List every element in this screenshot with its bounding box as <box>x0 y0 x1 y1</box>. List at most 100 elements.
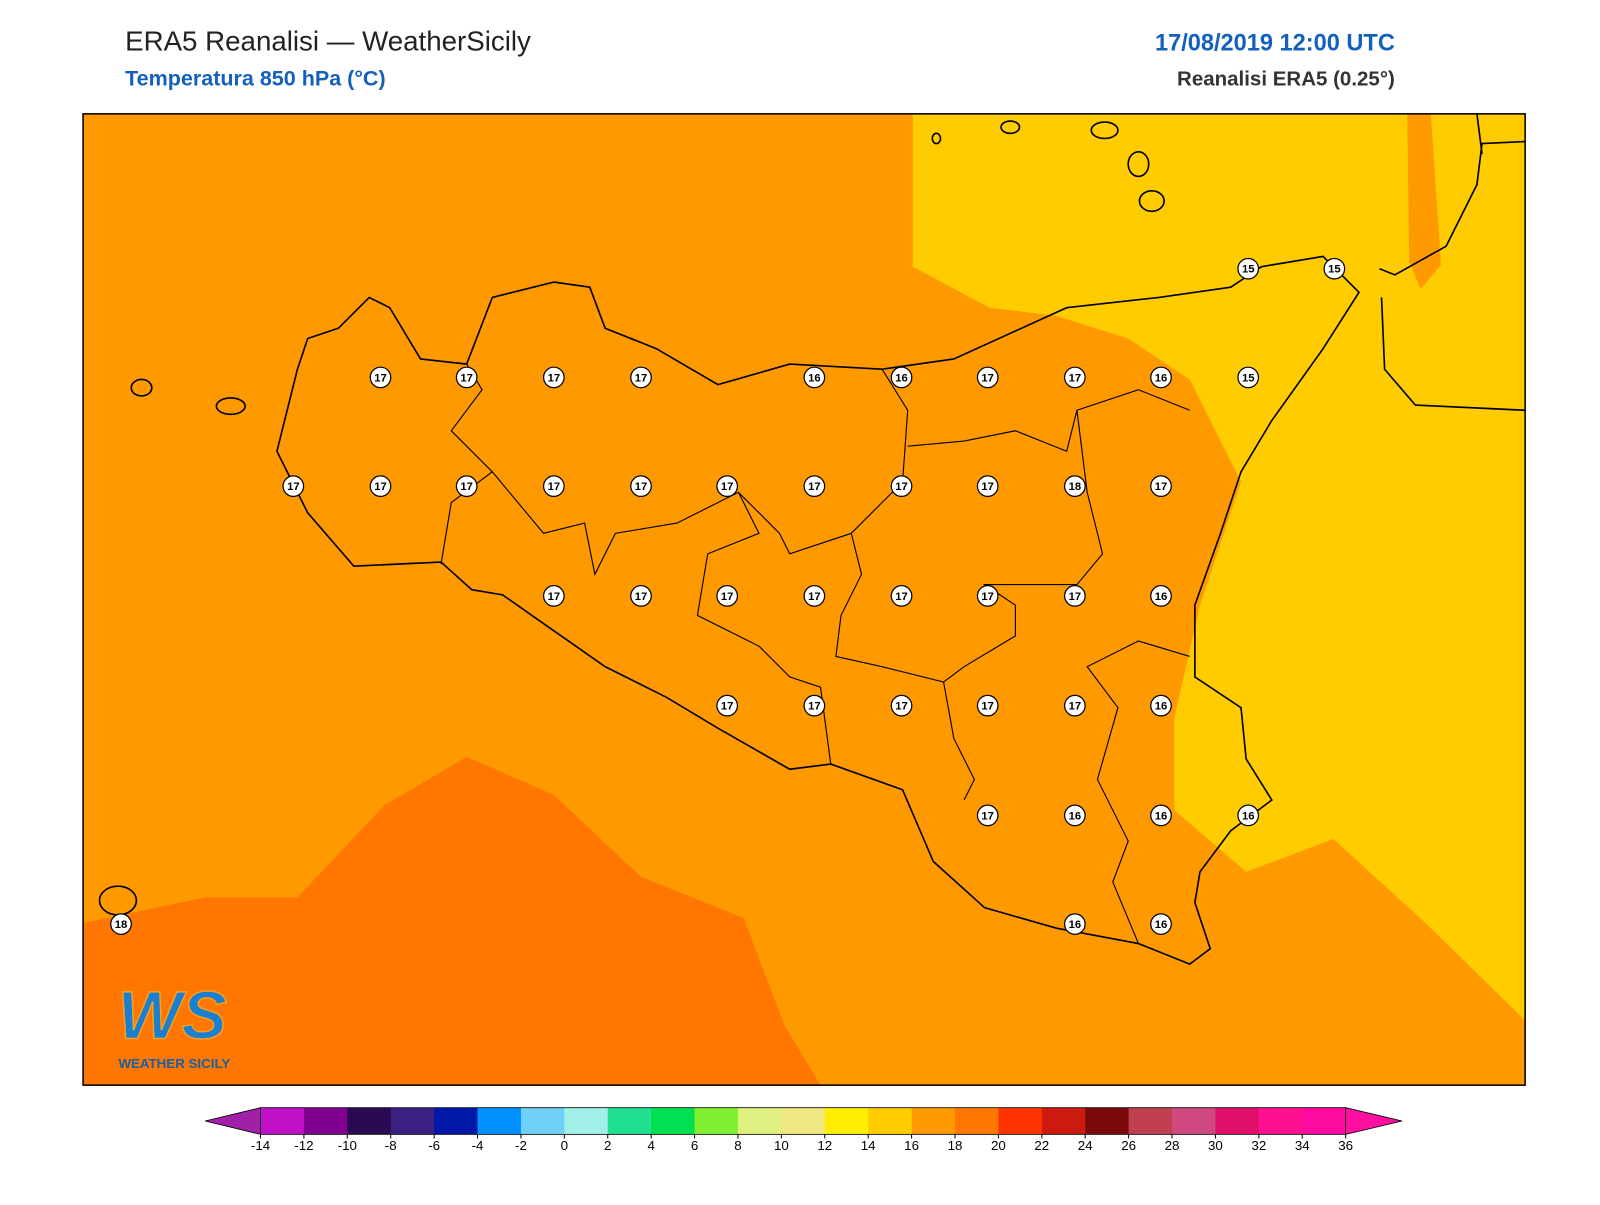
sicily-coast <box>276 255 1361 966</box>
colorbar-band <box>1258 1107 1303 1135</box>
station-marker <box>1063 585 1086 607</box>
station-marker <box>1237 366 1260 389</box>
station-value: 16 <box>1155 701 1168 713</box>
station-marker <box>630 475 652 498</box>
station-value: 17 <box>460 372 473 384</box>
station-value: 17 <box>287 481 300 493</box>
colorbar-tick-label: -8 <box>385 1138 397 1153</box>
station-marker <box>716 475 739 498</box>
station-marker <box>890 585 913 607</box>
station-value: 17 <box>981 810 994 822</box>
station-value: 17 <box>981 701 994 713</box>
colorbar-band <box>434 1107 479 1135</box>
station-marker <box>1150 804 1172 827</box>
colorbar-band <box>260 1107 305 1135</box>
colorbar-tick-label: 6 <box>691 1138 698 1153</box>
station-marker <box>630 366 652 389</box>
band-14-16 <box>912 113 1526 1021</box>
colorbar-band <box>868 1107 913 1135</box>
station-marker <box>455 475 478 498</box>
province-borders <box>440 363 1190 944</box>
colorbar-band <box>694 1107 739 1135</box>
station-value: 17 <box>635 372 648 384</box>
island <box>130 378 153 397</box>
colorbar-band <box>954 1107 999 1135</box>
station-marker <box>716 694 739 717</box>
title: ERA5 Reanalisi — WeatherSicily <box>125 25 531 56</box>
station-value: 17 <box>721 701 734 713</box>
coastlines <box>98 113 1526 966</box>
colorbar-tick-label: 22 <box>1034 1138 1049 1153</box>
station-marker <box>1063 804 1086 827</box>
station-value: 17 <box>1155 481 1168 493</box>
station-value: 18 <box>115 919 128 931</box>
station-value: 16 <box>1155 919 1168 931</box>
station-marker <box>630 585 652 607</box>
station-value: 17 <box>895 591 908 603</box>
station-marker <box>1323 257 1346 280</box>
colorbar-band <box>1172 1107 1216 1135</box>
colorbar-tick-label: -2 <box>515 1138 527 1153</box>
station-marker <box>890 366 913 389</box>
logo-name: WEATHER SICILY <box>118 1056 230 1071</box>
station-marker <box>542 585 565 607</box>
colorbar-tick-label: 28 <box>1165 1138 1180 1153</box>
colorbar-band <box>303 1107 348 1135</box>
station-marker <box>1150 694 1172 717</box>
station-value: 16 <box>895 372 908 384</box>
source: Reanalisi ERA5 (0.25°) <box>1177 67 1395 90</box>
colorbar: -14 -12 -10 -8 -6 -4 -2 0 2 4 6 8 10 12 14 16 18 20 22 24 26… <box>205 1107 1403 1153</box>
colorbar-band <box>390 1107 435 1135</box>
station-value: 16 <box>1155 810 1168 822</box>
island <box>1127 150 1150 178</box>
colorbar-tick-label: 34 <box>1295 1138 1310 1153</box>
island <box>931 132 942 145</box>
island <box>1090 121 1119 140</box>
colorbar-tick-label: 8 <box>734 1138 741 1153</box>
colorbar-tick-label: 24 <box>1078 1138 1093 1153</box>
station-value: 17 <box>374 481 387 493</box>
station-value: 17 <box>460 481 473 493</box>
station-value: 17 <box>895 701 908 713</box>
station-marker <box>716 585 739 607</box>
station-marker <box>1063 913 1086 935</box>
station-marker <box>976 585 999 607</box>
colorbar-band <box>781 1107 826 1135</box>
station-marker <box>890 694 913 717</box>
station-marker <box>542 475 565 498</box>
station-marker <box>110 913 132 935</box>
station-value: 17 <box>895 481 908 493</box>
station-value: 17 <box>374 372 387 384</box>
colorbar-band <box>1128 1107 1173 1135</box>
station-marker <box>976 475 999 498</box>
island <box>1138 189 1165 213</box>
station-marker <box>1150 585 1172 607</box>
colorbar-band <box>607 1107 652 1135</box>
colorbar-outline <box>260 1107 1347 1135</box>
colorbar-tick-label: -6 <box>428 1138 440 1153</box>
station-marker <box>976 804 999 827</box>
colorbar-tick-label: 16 <box>904 1138 919 1153</box>
colorbar-band <box>737 1107 782 1135</box>
calabria-coast <box>1379 113 1526 412</box>
station-marker <box>1237 257 1260 280</box>
map-frame <box>82 113 1526 1086</box>
station-value: 16 <box>1155 372 1168 384</box>
colorbar-tick-label: -12 <box>294 1138 313 1153</box>
colorbar-band <box>998 1107 1043 1135</box>
station-value: 17 <box>721 481 734 493</box>
colorbar-band <box>824 1107 869 1135</box>
station-value: 17 <box>548 372 561 384</box>
logo: WS WEATHER SICILY <box>117 978 230 1072</box>
station-marker <box>1237 804 1260 827</box>
station-value: 17 <box>548 481 561 493</box>
station-value: 15 <box>1242 264 1255 276</box>
station-marker <box>1063 475 1086 498</box>
stations: 15 15 17 17 17 17 16 16 17 17 16 15 17 17 17 17 17 17 17 17… <box>110 257 1346 935</box>
station-marker <box>976 694 999 717</box>
station-marker <box>803 366 826 389</box>
station-value: 16 <box>1242 810 1255 822</box>
station-value: 17 <box>635 481 648 493</box>
station-marker <box>1150 913 1172 935</box>
colorbar-band <box>564 1107 609 1135</box>
